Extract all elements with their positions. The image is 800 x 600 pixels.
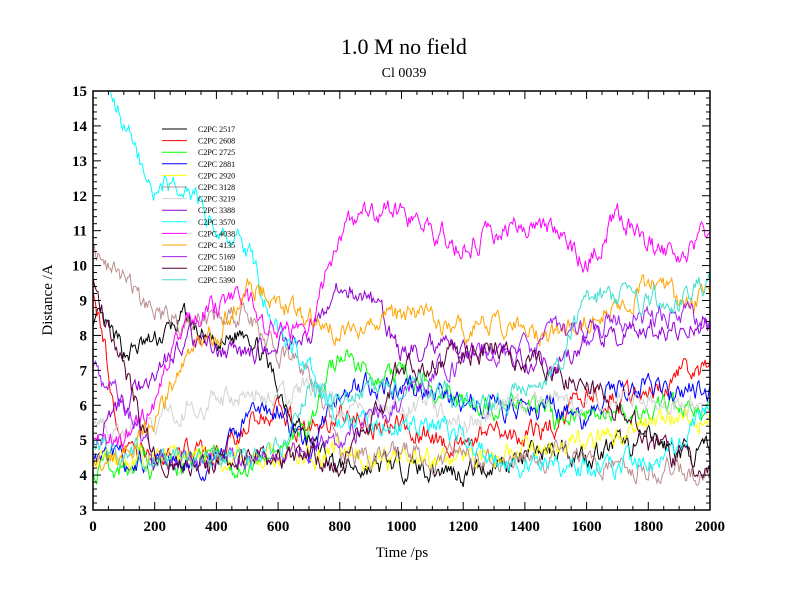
y-tick-label: 14 [72,119,88,135]
plot-frame [92,90,711,511]
series-line-c2pc-3219 [93,377,710,442]
x-tick-label: 2000 [695,519,725,535]
x-tick-label: 400 [205,519,228,535]
series-line-c2pc-3570 [109,91,710,480]
legend-label: C2PC 2517 [198,125,235,134]
legend-label: C2PC 3570 [198,218,235,227]
x-tick-label: 1400 [510,519,540,535]
x-tick-label: 800 [329,519,352,535]
legend-label: C2PC 5180 [198,264,235,273]
series-line-c2pc-2881 [93,372,710,482]
y-tick-label: 13 [72,154,87,170]
y-tick-label: 3 [80,503,88,519]
legend-label: C2PC 3219 [198,195,235,204]
series-line-c2pc-4135 [93,274,710,472]
legend-label: C2PC 2920 [198,171,235,180]
legend-label: C2PC 4135 [198,241,235,250]
y-tick-label: 12 [72,189,87,205]
y-tick-label: 11 [73,224,87,240]
y-tick-label: 5 [80,433,88,449]
y-tick-label: 4 [80,468,88,484]
y-tick-label: 10 [72,259,87,275]
chart-title: 1.0 M no field [341,34,467,59]
x-tick-label: 1600 [572,519,602,535]
chart-subtitle: Cl 0039 [382,66,427,81]
y-tick-label: 9 [80,294,88,310]
x-tick-label: 1000 [387,519,417,535]
series-line-c2pc-5180 [93,278,710,479]
series-line-c2pc-3128 [93,243,710,486]
x-tick-label: 200 [143,519,166,535]
x-tick-label: 1800 [633,519,663,535]
legend-label: C2PC 2608 [198,137,235,146]
y-tick-label: 6 [80,398,88,414]
legend-label: C2PC 2881 [198,160,235,169]
series-line-c2pc-4038 [93,200,710,450]
y-tick-label: 8 [80,328,88,344]
x-axis-label: Time /ps [376,545,429,561]
legend-label: C2PC 2725 [198,148,235,157]
x-tick-label: 1200 [448,519,478,535]
y-axis-label: Distance /A [40,264,56,335]
series-line-c2pc-3388 [93,283,710,446]
x-tick-label: 0 [89,519,97,535]
legend-label: C2PC 3388 [198,206,235,215]
y-tick-label: 7 [80,363,88,379]
series-line-c2pc-2920 [93,408,710,473]
series-line-c2pc-5390 [93,273,710,473]
legend-label: C2PC 4038 [198,229,235,238]
legend-label: C2PC 5169 [198,253,235,262]
legend-label: C2PC 5390 [198,276,235,285]
y-tick-label: 15 [72,84,87,100]
legend-label: C2PC 3128 [198,183,235,192]
x-tick-label: 600 [267,519,290,535]
